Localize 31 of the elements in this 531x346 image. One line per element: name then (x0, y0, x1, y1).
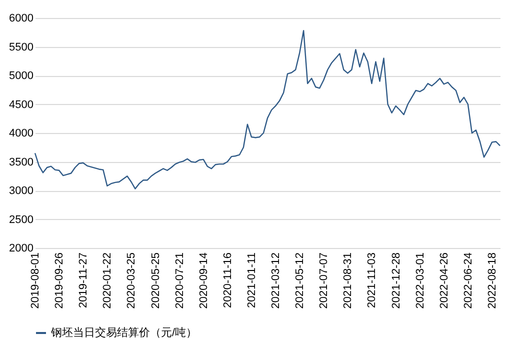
x-tick-label: 2020-01-22 (102, 252, 114, 309)
x-tick-label: 2020-05-25 (150, 252, 162, 309)
x-tick-label: 2019-11-27 (78, 252, 90, 308)
x-tick-label: 2020-09-14 (198, 252, 210, 309)
x-tick-label: 2022-06-24 (462, 252, 474, 309)
x-tick-label: 2020-11-16 (222, 252, 234, 308)
x-tick-label: 2021-08-31 (342, 252, 354, 309)
y-tick-label: 2000 (9, 242, 34, 254)
x-tick-label: 2021-07-07 (318, 252, 330, 309)
y-tick-label: 6000 (9, 12, 34, 24)
y-tick-label: 3000 (9, 185, 34, 197)
legend-label: 钢坯当日交易结算价（元/吨） (50, 326, 198, 339)
x-tick-label: 2021-03-12 (270, 252, 282, 309)
x-tick-label: 2020-07-21 (174, 252, 186, 309)
y-tick-label: 3500 (9, 156, 34, 168)
x-tick-label: 2019-09-26 (54, 252, 66, 309)
y-tick-label: 4500 (9, 98, 34, 111)
x-tick-label: 2019-08-01 (30, 252, 42, 309)
x-tick-label: 2021-11-03 (366, 252, 378, 308)
x-tick-label: 2020-03-25 (126, 252, 138, 309)
x-tick-label: 2021-01-11 (246, 252, 258, 308)
line-series (34, 30, 501, 190)
x-tick-label: 2021-12-28 (390, 252, 402, 309)
x-tick-label: 2022-04-26 (438, 252, 450, 309)
y-tick-label: 5000 (9, 70, 34, 82)
y-tick-label: 2500 (9, 214, 34, 226)
x-tick-label: 2022-03-01 (414, 252, 426, 309)
x-tick-label: 2021-05-12 (294, 252, 306, 309)
y-tick-label: 5500 (9, 41, 34, 54)
x-tick-label: 2022-08-18 (486, 252, 498, 309)
y-tick-label: 4000 (9, 128, 34, 140)
